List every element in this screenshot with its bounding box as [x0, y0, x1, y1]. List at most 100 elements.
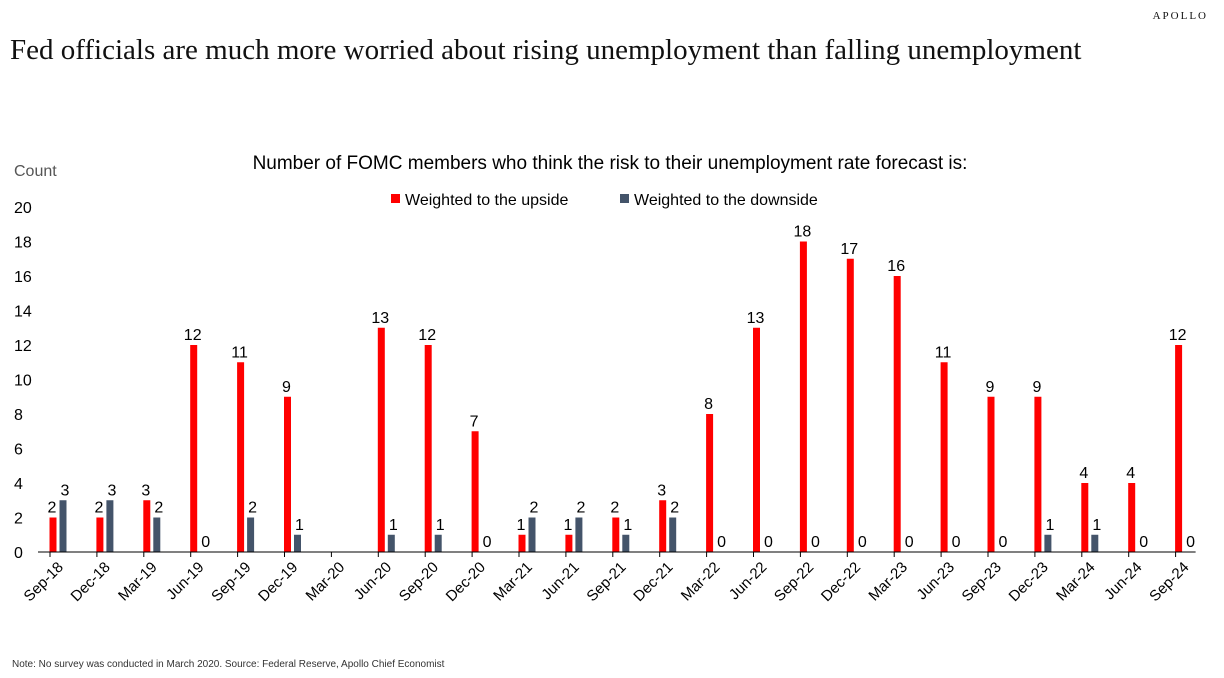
data-label-downside: 0	[858, 534, 867, 551]
data-label-downside: 2	[248, 500, 257, 517]
bar-downside	[1091, 534, 1099, 552]
data-label-downside: 0	[1139, 534, 1148, 551]
data-label-upside: 2	[48, 500, 57, 517]
bar-upside	[518, 534, 526, 552]
page-title: Fed officials are much more worried abou…	[10, 34, 1082, 66]
data-label-upside: 3	[657, 482, 666, 499]
data-label-downside: 0	[1186, 534, 1195, 551]
data-label-downside: 1	[389, 517, 398, 534]
x-tick-label: Dec-19	[255, 559, 301, 605]
data-label-upside: 11	[935, 344, 952, 361]
bar-downside	[106, 500, 114, 552]
y-tick-label: 12	[14, 338, 32, 355]
y-tick-label: 16	[14, 269, 32, 286]
bar-upside	[143, 500, 151, 552]
bar-upside	[612, 517, 620, 552]
bar-upside	[893, 276, 901, 552]
x-tick-label: Jun-19	[163, 559, 207, 603]
data-label-downside: 0	[717, 534, 726, 551]
x-tick-label: Mar-20	[303, 559, 349, 605]
bar-upside	[799, 241, 807, 552]
x-tick-label: Mar-22	[678, 559, 724, 605]
bar-upside	[190, 345, 198, 552]
x-tick-label: Dec-22	[818, 559, 864, 605]
y-tick-label: 8	[14, 407, 23, 424]
chart-title: Number of FOMC members who think the ris…	[253, 153, 968, 174]
x-tick-label: Jun-24	[1101, 559, 1145, 603]
bar-downside	[1044, 534, 1052, 552]
x-tick-label: Sep-20	[396, 559, 442, 605]
data-label-upside: 12	[184, 327, 202, 344]
legend-label-downside: Weighted to the downside	[634, 192, 818, 209]
bar-upside	[706, 414, 714, 552]
data-label-upside: 7	[470, 413, 479, 430]
data-label-downside: 2	[670, 500, 679, 517]
bar-upside	[940, 362, 948, 552]
y-axis: 0 2 4 6 8 10 12 14 16 18 20	[14, 200, 32, 562]
data-label-upside: 9	[282, 379, 291, 396]
bar-upside	[846, 258, 854, 552]
x-tick-label: Jun-23	[913, 559, 957, 603]
data-label-upside: 4	[1079, 465, 1088, 482]
data-label-upside: 4	[1126, 465, 1135, 482]
data-label-upside: 9	[1032, 379, 1041, 396]
bar-upside	[471, 431, 479, 552]
y-tick-label: 4	[14, 476, 23, 493]
bar-upside	[1034, 396, 1042, 552]
bar-upside	[284, 396, 291, 552]
x-tick-label: Dec-23	[1006, 559, 1052, 605]
data-label-downside: 1	[436, 517, 445, 534]
data-label-downside: 0	[905, 534, 914, 551]
y-tick-label: 14	[14, 304, 32, 321]
data-label-upside: 12	[418, 327, 436, 344]
legend-swatch-downside	[620, 194, 629, 203]
x-tick-label: Dec-18	[68, 559, 114, 605]
data-label-downside: 2	[530, 500, 539, 517]
data-label-upside: 9	[986, 379, 995, 396]
x-tick-label: Jun-20	[351, 559, 395, 603]
x-tick-label: Sep-23	[959, 559, 1005, 605]
bar-downside	[575, 517, 583, 552]
bar-downside	[387, 534, 395, 552]
bar-downside	[247, 517, 255, 552]
legend-label-upside: Weighted to the upside	[405, 192, 568, 209]
x-tick-label: Mar-19	[115, 559, 161, 605]
data-label-upside: 1	[517, 517, 526, 534]
data-label-downside: 0	[952, 534, 961, 551]
bar-downside	[528, 517, 536, 552]
bar-upside	[424, 345, 432, 552]
x-tick-label: Dec-21	[630, 559, 676, 605]
data-label-downside: 1	[1092, 517, 1101, 534]
data-label-downside: 1	[623, 517, 632, 534]
data-label-upside: 13	[371, 310, 389, 327]
data-label-upside: 11	[231, 344, 248, 361]
data-label-upside: 3	[141, 482, 150, 499]
bar-downside	[622, 534, 630, 552]
y-tick-label: 10	[14, 373, 32, 390]
bar-downside	[669, 517, 677, 552]
x-tick-label: Dec-20	[443, 559, 489, 605]
x-tick-label: Sep-19	[208, 559, 254, 605]
bar-upside	[1175, 345, 1183, 552]
bar-upside	[1081, 483, 1089, 552]
x-tick-label: Sep-24	[1146, 559, 1192, 605]
bar-upside	[377, 327, 385, 552]
data-label-downside: 3	[61, 482, 70, 499]
data-label-upside: 13	[747, 310, 765, 327]
data-label-downside: 1	[295, 517, 304, 534]
brand-logo: APOLLO	[1152, 10, 1208, 22]
data-label-upside: 2	[610, 500, 619, 517]
bar-downside	[434, 534, 442, 552]
data-label-downside: 2	[154, 500, 163, 517]
data-label-upside: 1	[563, 517, 572, 534]
x-tick-label: Mar-23	[865, 559, 911, 605]
footnote: Note: No survey was conducted in March 2…	[12, 659, 445, 670]
bar-downside	[153, 517, 161, 552]
data-label-downside: 0	[811, 534, 820, 551]
data-label-downside: 0	[764, 534, 773, 551]
x-tick-label: Sep-22	[771, 559, 817, 605]
y-tick-label: 18	[14, 235, 32, 252]
x-tick-label: Mar-24	[1053, 559, 1099, 605]
data-label-downside: 2	[576, 500, 585, 517]
